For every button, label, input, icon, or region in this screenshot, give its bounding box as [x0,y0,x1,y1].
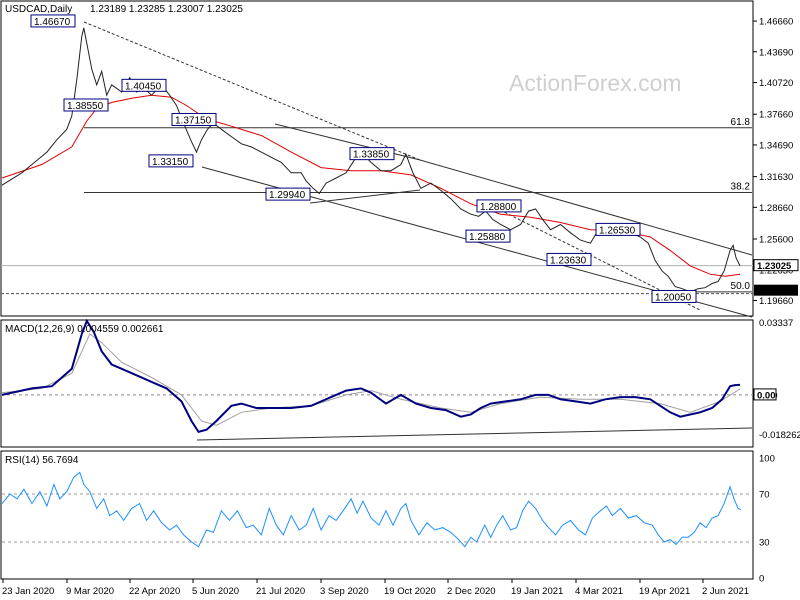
price-annotation-box [30,14,76,28]
price-annotation-label: 1.26530 [599,225,636,236]
x-tick-label: 19 Jan 2021 [511,586,563,597]
last-price-label: 1.23025 [757,261,792,272]
price-annotation-label: 1.37150 [175,115,212,126]
channel-mid-line [309,189,421,204]
x-tick-label: 3 Sep 2020 [320,586,369,597]
rsi-y-tick-label: 100 [759,454,775,465]
price-annotation-label: 1.40450 [125,81,162,92]
rsi-title: RSI(14) 56.7694 [5,455,79,466]
rsi-y-axis: 100 70 30 0 [759,454,775,585]
rsi-y-tick-label: 30 [759,538,770,549]
x-tick-label: 2 Jun 2021 [702,586,749,597]
rsi-pane: RSI(14) 56.7694 100 70 30 0 [0,450,775,585]
channel-upper-line [419,159,753,256]
macd-y-tick-label: 0.03337 [759,318,793,329]
price-annotations: 1.46670 1.38550 1.40450 1.37150 1.33150 1.299… [30,14,697,303]
price-series-line [1,27,741,293]
price-annotation-box [148,154,194,168]
price-annotation-box [265,187,311,201]
price-pane-border [0,0,754,317]
watermark: ActionForex.com [509,70,682,96]
y-tick-label: 1.46660 [759,17,793,28]
macd-y-tick-label: -0.018262 [759,430,800,441]
x-tick-label: 5 Jun 2020 [192,586,239,597]
rsi-y-tick-label: 70 [759,490,770,501]
channel-upper-start [274,123,421,161]
price-annotation-label: 1.38550 [67,101,104,112]
x-tick-label: 23 Jan 2020 [2,586,54,597]
x-tick-label: 2 Dec 2020 [447,586,496,597]
price-annotation-label: 1.28800 [480,202,517,213]
price-annotation-label: 1.23630 [550,255,587,266]
y-tick-label: 1.40720 [759,78,793,89]
fib-level-label: 61.8 [731,117,751,128]
price-annotation-label: 1.20050 [655,292,692,303]
macd-pane-border [0,319,754,448]
support-price-marker [754,284,798,296]
price-annotation-label: 1.25880 [469,232,506,243]
y-tick-label: 1.25600 [759,235,793,246]
x-tick-label: 4 Mar 2021 [575,586,623,597]
rsi-y-tick-label: 0 [759,574,764,585]
macd-title: MACD(12,26,9) 0.004559 0.002661 [5,324,164,335]
x-axis: 23 Jan 2020 9 Mar 2020 22 Apr 2020 5 Jun 20… [2,579,749,597]
macd-trendline [196,427,753,441]
y-tick-label: 1.34690 [759,140,793,151]
fib-level-label: 38.2 [731,181,751,192]
price-annotation-box [63,98,109,112]
y-tick-label: 1.37660 [759,110,793,121]
x-tick-label: 21 Jul 2020 [256,586,305,597]
rsi-levels [2,493,752,543]
price-annotation-box [476,199,522,213]
y-tick-label: 1.19660 [759,296,793,307]
ohlc-readout: 1.23189 1.23285 1.23007 1.23025 [90,4,243,15]
price-annotation-box [121,78,167,92]
y-tick-label: 1.31630 [759,172,793,183]
price-annotation-label: 1.33150 [152,157,189,168]
x-tick-label: 19 Apr 2021 [639,586,690,597]
price-annotation-box [595,222,641,236]
dashed-trendline [83,21,421,161]
rsi-line [1,471,742,548]
price-annotation-box [546,252,592,266]
macd-line [1,318,741,434]
macd-last-marker [753,388,777,401]
x-tick-label: 22 Apr 2020 [129,586,180,597]
macd-signal-line [1,333,741,426]
price-annotation-label: 1.46670 [34,17,71,28]
price-annotation-label: 1.33850 [353,150,390,161]
rsi-pane-border [0,450,754,580]
moving-average-line [1,94,741,277]
y-tick-label: 1.28660 [759,203,793,214]
chart-title: USDCAD,Daily [5,4,72,15]
price-annotation-box [171,112,217,126]
support-price-label: 1.20610 [757,286,791,297]
price-annotation-box [465,229,511,243]
fib-level-label: 50.0 [731,281,751,292]
x-tick-label: 9 Mar 2020 [66,586,114,597]
macd-pane: MACD(12,26,9) 0.004559 0.002661 0.03337 0… [0,318,800,448]
y-tick-label: 1.43690 [759,47,793,58]
price-pane: ActionForex.com 61.8 38.2 50.0 1.46670 1.38… [0,0,799,318]
price-annotation-label: 1.29940 [269,190,306,201]
price-annotation-box [651,289,697,303]
macd-last-label: 0.00 [757,390,776,401]
price-annotation-box [349,147,395,161]
last-price-marker [753,259,799,272]
x-tick-label: 19 Oct 2020 [384,586,436,597]
